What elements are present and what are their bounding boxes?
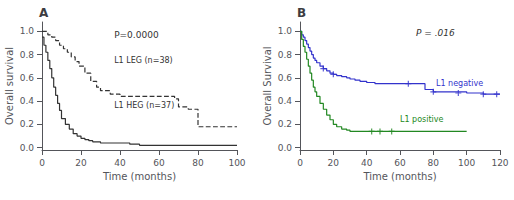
svg-text:Overall survival: Overall survival — [4, 47, 15, 125]
svg-text:A: A — [39, 6, 49, 20]
svg-text:20: 20 — [75, 158, 87, 168]
svg-text:40: 40 — [114, 158, 126, 168]
svg-text:80: 80 — [428, 158, 440, 168]
svg-text:0.2: 0.2 — [278, 119, 292, 129]
svg-text:100: 100 — [458, 158, 475, 168]
svg-text:0.8: 0.8 — [20, 50, 35, 60]
svg-text:40: 40 — [361, 158, 373, 168]
svg-text:B: B — [297, 6, 306, 20]
svg-text:100: 100 — [228, 158, 245, 168]
svg-text:120: 120 — [491, 158, 508, 168]
svg-text:1.0: 1.0 — [20, 26, 35, 36]
svg-text:0.6: 0.6 — [20, 73, 35, 83]
svg-text:Time (months): Time (months) — [102, 171, 176, 182]
svg-text:60: 60 — [394, 158, 406, 168]
svg-text:0.4: 0.4 — [20, 96, 35, 106]
svg-text:L1 LEG (n=38): L1 LEG (n=38) — [114, 56, 173, 65]
svg-text:L1 positive: L1 positive — [400, 115, 444, 124]
svg-text:L1 negative: L1 negative — [436, 79, 483, 88]
svg-text:20: 20 — [328, 158, 340, 168]
svg-text:0: 0 — [297, 158, 303, 168]
svg-text:60: 60 — [153, 158, 165, 168]
svg-text:0: 0 — [39, 158, 45, 168]
svg-text:0.6: 0.6 — [278, 73, 293, 83]
svg-text:0.8: 0.8 — [278, 50, 293, 60]
svg-text:0.0: 0.0 — [278, 143, 293, 153]
svg-text:0.0: 0.0 — [20, 143, 35, 153]
svg-text:P = .016: P = .016 — [416, 28, 455, 38]
svg-text:Overall Survival: Overall Survival — [262, 46, 273, 125]
svg-text:1.0: 1.0 — [278, 26, 293, 36]
svg-text:0.4: 0.4 — [278, 96, 293, 106]
svg-text:0.2: 0.2 — [20, 119, 34, 129]
svg-text:Time (months): Time (months) — [362, 171, 436, 182]
svg-text:P=0.0000: P=0.0000 — [114, 30, 159, 40]
svg-text:80: 80 — [192, 158, 204, 168]
svg-text:L1 HEG (n=37): L1 HEG (n=37) — [114, 101, 174, 110]
